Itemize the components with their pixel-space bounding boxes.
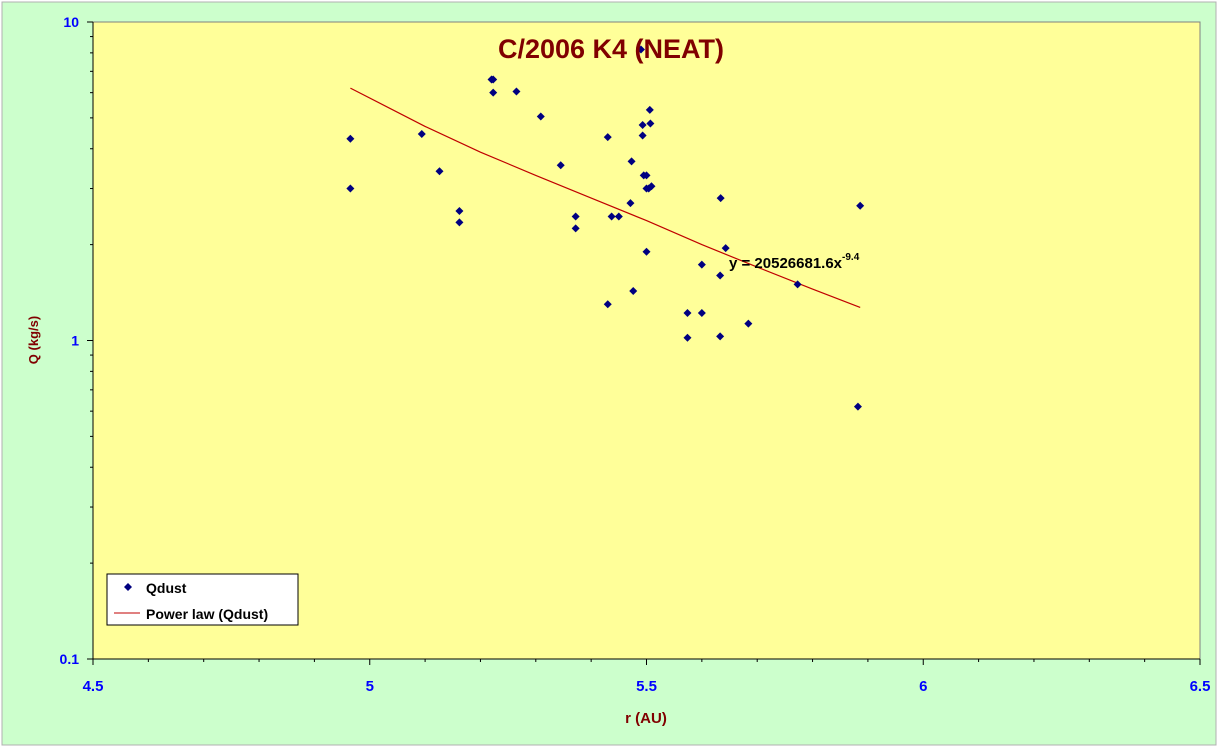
data-point-qdust — [571, 212, 580, 221]
data-point-qdust — [603, 300, 612, 309]
data-point-qdust — [793, 280, 802, 289]
data-point-qdust — [645, 105, 654, 114]
y-axis-label: Q (kg/s) — [26, 316, 41, 364]
y-tick-label: 10 — [63, 14, 79, 30]
data-point-qdust — [571, 224, 580, 233]
data-point-qdust — [614, 212, 623, 221]
data-point-qdust — [346, 184, 355, 193]
data-point-qdust — [716, 271, 725, 280]
data-point-qdust — [536, 112, 545, 121]
data-point-qdust — [489, 88, 498, 97]
data-point-qdust — [489, 75, 498, 84]
legend-box — [106, 573, 299, 626]
data-point-qdust — [603, 133, 612, 142]
plot-area — [92, 21, 1201, 660]
data-point-qdust — [642, 247, 651, 256]
data-point-qdust — [607, 212, 616, 221]
data-point-qdust — [646, 119, 655, 128]
data-point-qdust — [642, 171, 651, 180]
y-tick-label: 1 — [71, 333, 79, 349]
data-point-qdust — [697, 260, 706, 269]
data-point-qdust — [455, 207, 464, 216]
x-tick-label: 4.5 — [83, 678, 104, 695]
data-points — [346, 45, 865, 411]
data-point-qdust — [647, 182, 656, 191]
data-point-qdust — [435, 167, 444, 176]
data-point-qdust — [627, 157, 636, 166]
data-point-qdust — [556, 161, 565, 170]
equation-main: y = 20526681.6x — [729, 255, 843, 272]
data-point-qdust — [512, 87, 521, 96]
data-point-qdust — [636, 45, 645, 54]
x-tick-label: 5 — [366, 678, 374, 695]
data-point-qdust — [629, 287, 638, 296]
data-point-qdust — [638, 120, 647, 129]
data-point-qdust — [626, 199, 635, 208]
data-point-qdust — [346, 134, 355, 143]
axes: 4.5 5 5.5 6 6.5 0.1 1 10 — [60, 14, 1211, 695]
x-tick-label: 5.5 — [636, 678, 657, 695]
data-point-qdust — [856, 201, 865, 210]
legend-label-power-law: Power law (Qdust) — [146, 606, 268, 622]
data-point-qdust — [716, 332, 725, 341]
trendline-equation: y = 20526681.6x-9.4 — [729, 252, 860, 272]
legend-label-qdust: Qdust — [146, 580, 187, 596]
x-tick-label: 6.5 — [1190, 678, 1211, 695]
data-point-qdust — [853, 402, 862, 411]
power-law-trendline — [350, 87, 861, 308]
data-point-qdust — [455, 218, 464, 227]
legend: Qdust Power law (Qdust) — [106, 573, 299, 626]
data-point-qdust — [716, 194, 725, 203]
x-axis-label: r (AU) — [625, 710, 667, 727]
data-point-qdust — [417, 129, 426, 138]
data-point-qdust — [638, 131, 647, 140]
chart-title: C/2006 K4 (NEAT) — [498, 34, 724, 64]
data-point-qdust — [744, 319, 753, 328]
y-tick-label: 0.1 — [60, 651, 80, 667]
data-point-qdust — [697, 308, 706, 317]
data-point-qdust — [683, 308, 692, 317]
trendline-layer — [350, 87, 861, 308]
data-point-qdust — [721, 244, 730, 253]
legend-marker-qdust — [124, 583, 132, 591]
data-point-qdust — [683, 333, 692, 342]
x-tick-label: 6 — [919, 678, 927, 695]
equation-exponent: -9.4 — [842, 252, 860, 263]
